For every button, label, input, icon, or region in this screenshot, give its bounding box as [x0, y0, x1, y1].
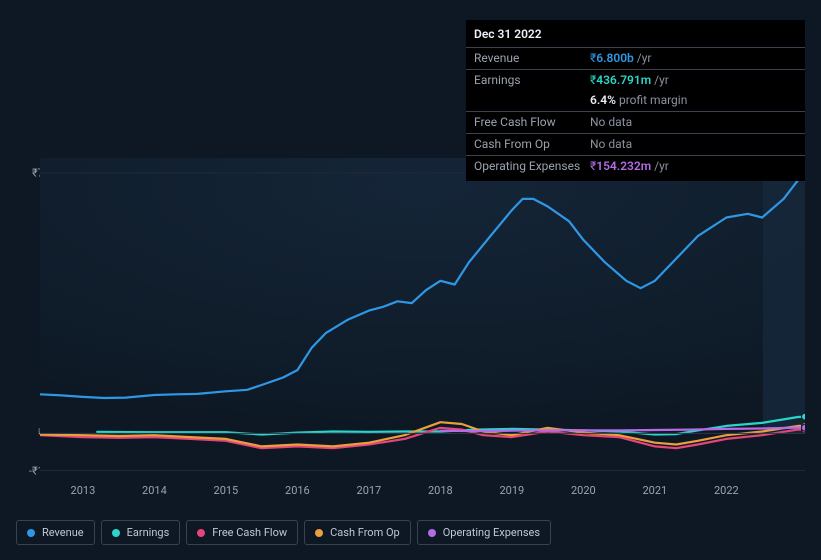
- legend-item-earnings[interactable]: Earnings: [101, 520, 181, 545]
- x-axis-label: 2017: [357, 484, 382, 497]
- legend-label: Operating Expenses: [443, 526, 540, 539]
- tooltip-row-earnings: Earnings₹436.791m /yr: [466, 69, 805, 91]
- legend-label: Free Cash Flow: [212, 526, 287, 539]
- legend-dot-icon: [112, 529, 120, 537]
- tooltip-value: ₹6.800b /yr: [590, 50, 797, 67]
- series-end-marker-opex: [802, 424, 806, 431]
- tooltip-row-fcf: Free Cash FlowNo data: [466, 111, 805, 133]
- tooltip-value: ₹154.232m /yr: [590, 158, 797, 175]
- earnings-revenue-chart: ₹7b₹0-₹1b 201320142015201620172018201920…: [16, 158, 805, 516]
- legend-item-fcf[interactable]: Free Cash Flow: [186, 520, 298, 545]
- x-axis-label: 2019: [499, 484, 524, 497]
- tooltip-date: Dec 31 2022: [466, 20, 805, 48]
- x-axis-label: 2022: [714, 484, 739, 497]
- tooltip-label: Earnings: [474, 72, 590, 89]
- x-axis-label: 2016: [285, 484, 310, 497]
- legend-dot-icon: [197, 529, 205, 537]
- tooltip-label: Operating Expenses: [474, 158, 590, 175]
- legend-label: Earnings: [127, 526, 170, 539]
- tooltip-row-opex: Operating Expenses₹154.232m /yr: [466, 155, 805, 177]
- chart-legend: Revenue Earnings Free Cash Flow Cash From O…: [16, 520, 551, 545]
- x-axis-label: 2014: [142, 484, 167, 497]
- tooltip-label: Free Cash Flow: [474, 114, 590, 131]
- x-axis-label: 2021: [642, 484, 667, 497]
- tooltip-row-cfo: Cash From OpNo data: [466, 133, 805, 155]
- tooltip-label: Revenue: [474, 50, 590, 67]
- x-axis-label: 2015: [214, 484, 239, 497]
- tooltip-value: No data: [590, 114, 797, 131]
- chart-plot-area[interactable]: [40, 158, 805, 478]
- tooltip-value: No data: [590, 136, 797, 153]
- legend-dot-icon: [27, 529, 35, 537]
- legend-dot-icon: [428, 529, 436, 537]
- legend-label: Revenue: [42, 526, 84, 539]
- legend-dot-icon: [315, 529, 323, 537]
- legend-item-opex[interactable]: Operating Expenses: [417, 520, 551, 545]
- tooltip-row-revenue: Revenue₹6.800b /yr: [466, 48, 805, 69]
- tooltip-value: 6.4% profit margin: [590, 92, 797, 109]
- data-tooltip: Dec 31 2022 Revenue₹6.800b /yrEarnings₹4…: [466, 20, 805, 181]
- tooltip-label: Cash From Op: [474, 136, 590, 153]
- x-axis-label: 2020: [571, 484, 596, 497]
- tooltip-row-margin: 6.4% profit margin: [466, 90, 805, 111]
- tooltip-value: ₹436.791m /yr: [590, 72, 797, 89]
- legend-label: Cash From Op: [330, 526, 400, 539]
- legend-item-revenue[interactable]: Revenue: [16, 520, 95, 545]
- x-axis-label: 2018: [428, 484, 453, 497]
- legend-item-cfo[interactable]: Cash From Op: [304, 520, 411, 545]
- tooltip-label: [474, 92, 590, 109]
- x-axis-label: 2013: [71, 484, 96, 497]
- series-end-marker-earnings: [802, 413, 806, 420]
- chart-x-axis: 2013 2014 2015 2016 2017 2018 2019 2020 2021 2022: [40, 478, 805, 500]
